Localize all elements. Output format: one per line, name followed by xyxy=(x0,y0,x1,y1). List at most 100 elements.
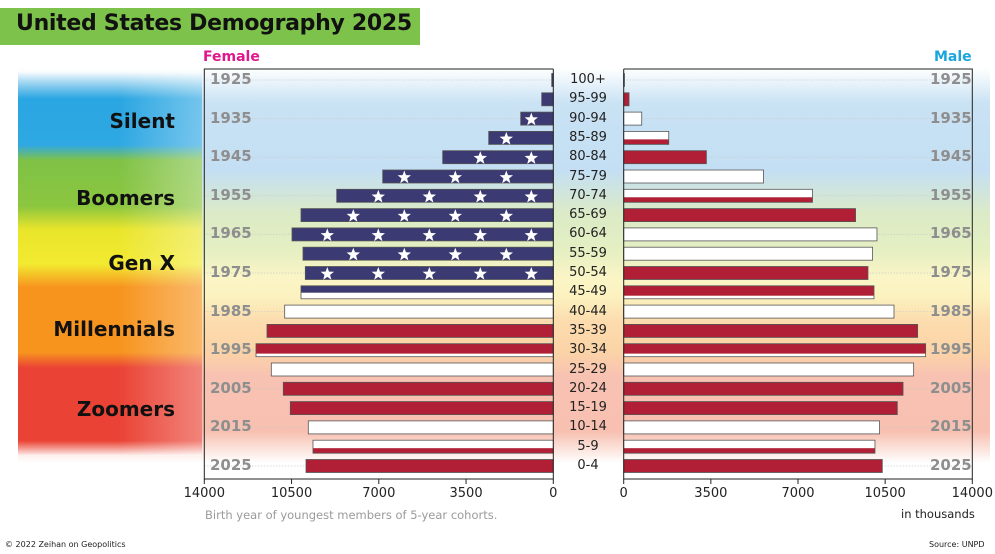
flag-star xyxy=(397,209,411,222)
age-group-label: 80-84 xyxy=(569,149,607,165)
male-bar-30-34-segment xyxy=(623,343,926,354)
female-bar-35-39-segment xyxy=(266,324,554,338)
female-tick-label: 14000 xyxy=(183,486,225,501)
female-bar-40-44 xyxy=(284,304,554,319)
flag-star xyxy=(448,170,462,184)
female-bar-20-24 xyxy=(282,381,554,396)
male-tick-label: 14000 xyxy=(951,486,993,501)
male-bar-0-4-segment xyxy=(623,459,883,473)
female-bar-30-34-segment xyxy=(256,353,554,357)
flag-star xyxy=(524,189,538,203)
generation-silent: Silent xyxy=(109,109,175,133)
female-bar-60-64-segment xyxy=(291,227,554,241)
birth-year-label: 1955 xyxy=(930,185,972,204)
birth-year-label: 1935 xyxy=(210,108,252,127)
male-bar-15-19-segment xyxy=(623,401,898,415)
male-bar-45-49-segment xyxy=(623,285,874,296)
male-bar-40-44-segment xyxy=(623,305,895,319)
flag-star xyxy=(320,267,334,280)
male-tick-label: 3500 xyxy=(694,486,728,501)
female-bar-10-14 xyxy=(307,420,554,435)
birth-year-label: 1975 xyxy=(930,263,972,281)
flag-star xyxy=(473,151,487,164)
flag-star xyxy=(371,267,385,280)
male-tick-label: 0 xyxy=(619,486,628,501)
male-bar-70-74-segment xyxy=(623,189,813,198)
title-banner xyxy=(0,8,420,45)
female-bar-80-84-segment xyxy=(442,150,554,164)
generation-millennials: Millennials xyxy=(53,317,175,341)
flag-star xyxy=(499,247,513,261)
age-group-label: 25-29 xyxy=(569,361,607,377)
birth-year-label: 2025 xyxy=(210,456,252,474)
male-bar-60-64 xyxy=(623,227,878,242)
male-bar-75-79-segment xyxy=(623,170,764,183)
male-bar-40-44 xyxy=(623,304,895,319)
male-bar-60-64-segment xyxy=(623,227,877,241)
flag-star xyxy=(371,228,385,242)
female-bar-25-29-segment xyxy=(271,363,554,376)
female-bar-55-59-segment xyxy=(302,247,554,261)
age-group-label: 10-14 xyxy=(569,419,607,435)
female-bar-45-49-segment xyxy=(300,292,554,299)
male-bar-65-69-segment xyxy=(623,208,856,222)
generation-genx: Gen X xyxy=(108,251,175,275)
age-group-label: 55-59 xyxy=(569,245,607,261)
male-bar-55-59 xyxy=(623,246,873,261)
male-bar-90-94-segment xyxy=(623,112,642,126)
female-bar-90-94 xyxy=(520,111,554,126)
female-tick-label: 0 xyxy=(549,486,558,501)
age-group-label: 70-74 xyxy=(569,187,607,203)
flag-star xyxy=(524,112,538,126)
age-group-label: 60-64 xyxy=(569,226,607,242)
male-label: Male xyxy=(934,49,972,65)
female-label: Female xyxy=(203,49,260,65)
female-bar-5-9 xyxy=(312,439,554,454)
male-bar-45-49-segment xyxy=(623,295,874,299)
female-tick-label: 10500 xyxy=(270,486,313,501)
female-bar-15-19 xyxy=(289,401,554,416)
flag-star xyxy=(397,170,411,184)
male-bar-80-84 xyxy=(623,150,707,165)
birth-year-label: 1995 xyxy=(930,340,972,359)
female-bar-70-74-segment xyxy=(336,189,554,203)
female-bar-0-4-segment xyxy=(306,459,554,473)
unit-label: in thousands xyxy=(901,507,975,521)
female-bar-25-29 xyxy=(270,362,554,377)
female-bar-65-69 xyxy=(300,208,554,223)
flag-star xyxy=(499,170,513,184)
generation-boomers: Boomers xyxy=(76,186,175,210)
female-bar-10-14-segment xyxy=(308,420,554,434)
male-tick-label: 7000 xyxy=(781,486,815,501)
flag-star xyxy=(524,267,538,280)
birth-year-label: 2015 xyxy=(930,417,972,436)
age-group-label: 20-24 xyxy=(569,380,607,396)
flag-star xyxy=(422,228,436,242)
birth-year-label: 1925 xyxy=(210,70,252,88)
birth-year-label: 1985 xyxy=(210,301,252,320)
male-bar-10-14 xyxy=(623,420,880,435)
male-bar-90-94 xyxy=(623,111,643,126)
female-bar-80-84 xyxy=(442,150,554,165)
female-bar-45-49 xyxy=(300,285,554,300)
birth-year-label: 1935 xyxy=(930,108,972,127)
flag-star xyxy=(422,189,436,203)
female-bar-85-89 xyxy=(488,130,554,145)
female-bar-90-94-segment xyxy=(520,112,554,126)
female-bar-85-89-segment xyxy=(488,131,554,145)
age-group-label: 95-99 xyxy=(569,91,607,107)
male-bar-85-89-segment xyxy=(623,139,669,145)
age-group-label: 40-44 xyxy=(569,303,607,319)
male-bar-45-49 xyxy=(623,285,875,300)
age-group-label: 100+ xyxy=(570,72,606,87)
birth-year-label: 1925 xyxy=(930,70,972,88)
female-bar-55-59 xyxy=(302,246,554,261)
male-bar-5-9 xyxy=(623,439,876,454)
male-bar-50-54-segment xyxy=(623,266,868,280)
x-axis-note: Birth year of youngest members of 5-year… xyxy=(205,508,498,522)
male-bar-5-9-segment xyxy=(623,448,875,454)
male-bar-75-79 xyxy=(623,169,764,184)
birth-year-label: 2015 xyxy=(210,417,252,436)
female-bar-65-69-segment xyxy=(300,208,554,222)
male-bar-95-99 xyxy=(623,92,630,107)
